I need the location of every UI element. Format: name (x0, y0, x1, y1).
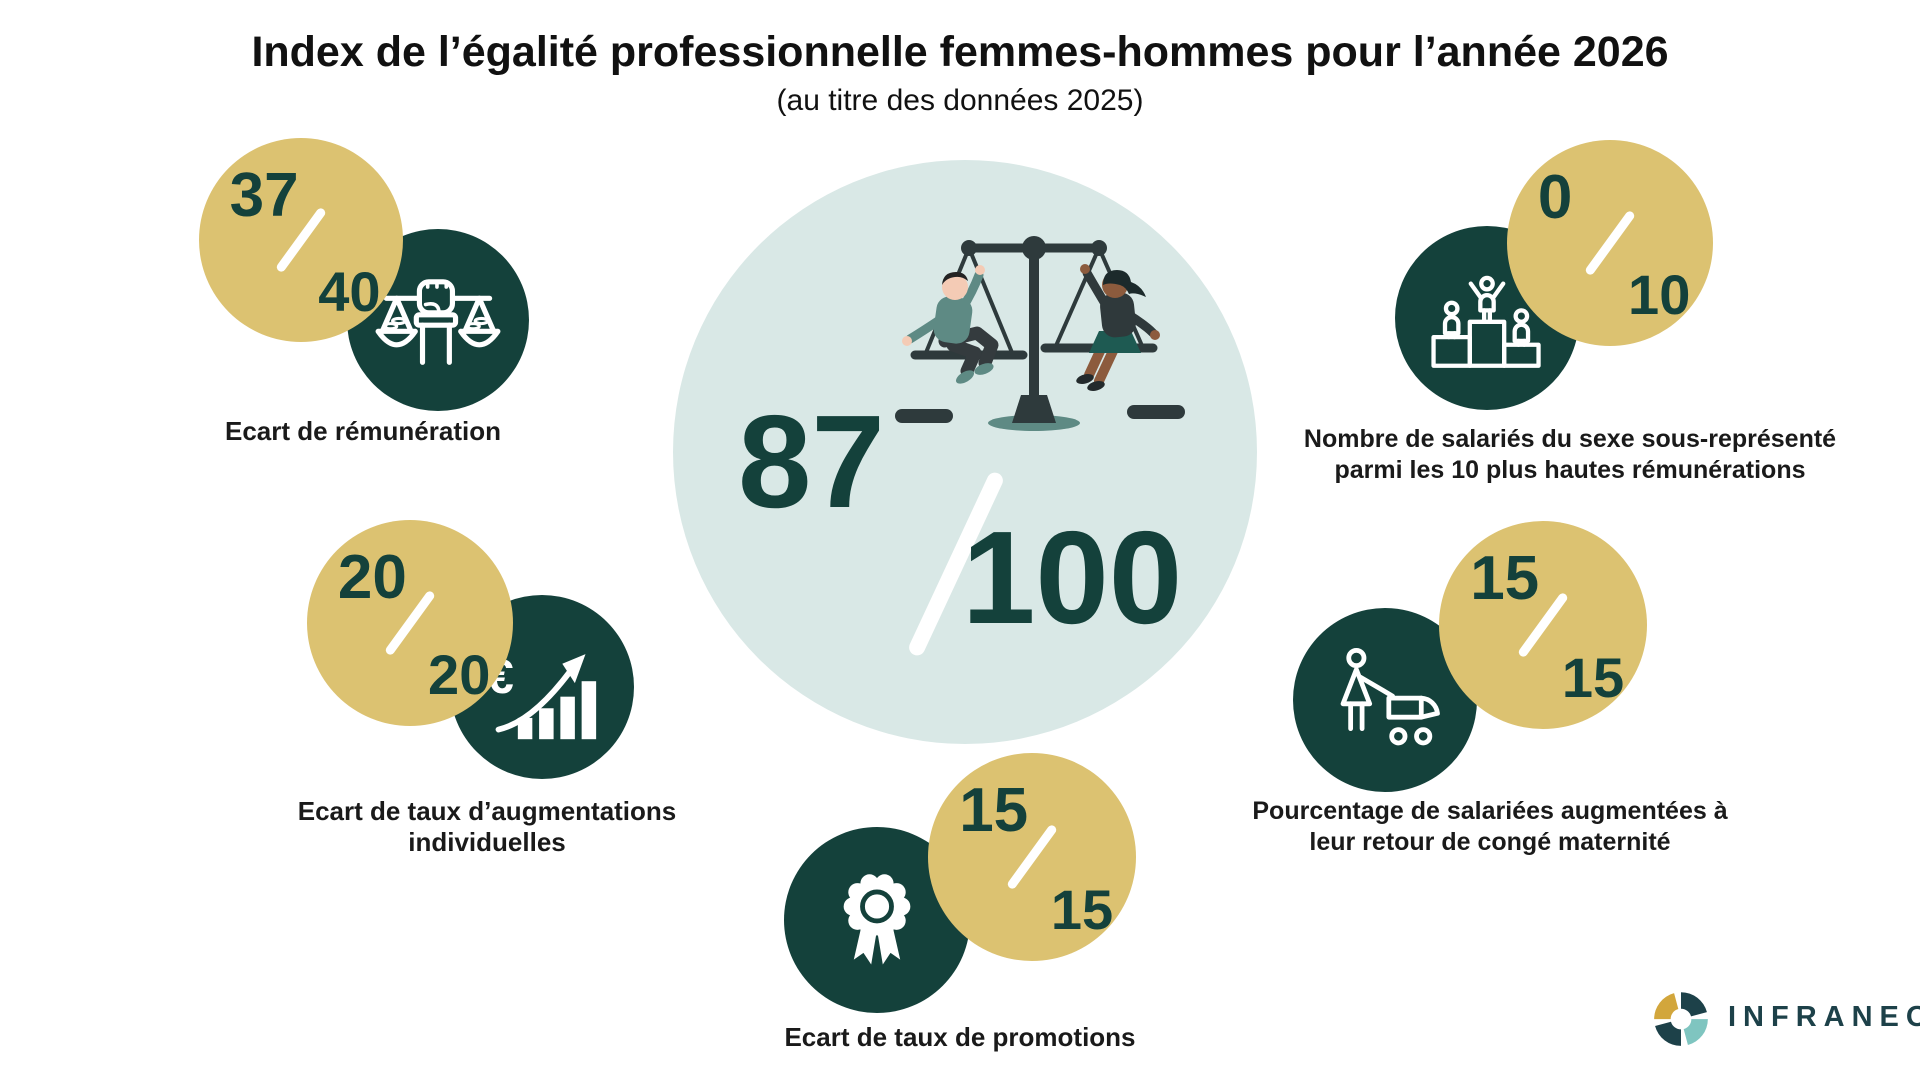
infraneo-logo-mark-icon (1654, 992, 1708, 1046)
metric-label-augmentations: Ecart de taux d’augmentations individuel… (297, 796, 677, 857)
metric-circle-remuneration: 37 40 (199, 138, 403, 342)
metric-label-promotions: Ecart de taux de promotions (784, 1022, 1136, 1052)
metric-label-conge-maternite: Pourcentage de salariées augmentées à le… (1252, 797, 1728, 856)
scale-fist-icon (375, 279, 501, 365)
maternity-stroller-icon (1340, 647, 1440, 746)
metric-circle-hautes-remunerations: 0 10 (1507, 140, 1713, 346)
medal-icon (843, 874, 911, 965)
metric-numerator: 37 (229, 160, 299, 230)
score-numerator: 87 (738, 388, 885, 535)
metric-numerator: 0 (1537, 162, 1573, 232)
metric-denominator: 15 (1050, 878, 1114, 942)
metric-denominator: 40 (318, 259, 381, 323)
metric-circle-conge-maternite: 15 15 (1439, 521, 1647, 729)
metric-label-remuneration: Ecart de rémunération (225, 416, 501, 446)
metric-numerator: 15 (1470, 544, 1540, 614)
balance-scale-illustration (895, 236, 1185, 431)
page-title: Index de l’égalité professionnelle femme… (251, 28, 1669, 76)
metric-denominator: 15 (1561, 646, 1625, 710)
infraneo-logo-text: INFRANEO (1728, 1000, 1920, 1033)
metric-numerator: 15 (959, 776, 1029, 846)
metric-circle-augmentations: 20 20 (307, 520, 513, 726)
metric-denominator: 10 (1628, 263, 1691, 327)
podium-icon (1431, 275, 1541, 368)
metric-label-hautes-remunerations: Nombre de salariés du sexe sous-représen… (1303, 425, 1837, 484)
metric-denominator: 20 (428, 643, 491, 707)
metric-numerator: 20 (337, 542, 407, 612)
page-subtitle: (au titre des données 2025) (776, 84, 1144, 117)
infraneo-logo: INFRANEO (1650, 986, 1920, 1048)
score-denominator: 100 (962, 504, 1183, 651)
icon-circle-promotions (784, 827, 970, 1013)
metric-circle-promotions: 15 15 (928, 753, 1136, 961)
